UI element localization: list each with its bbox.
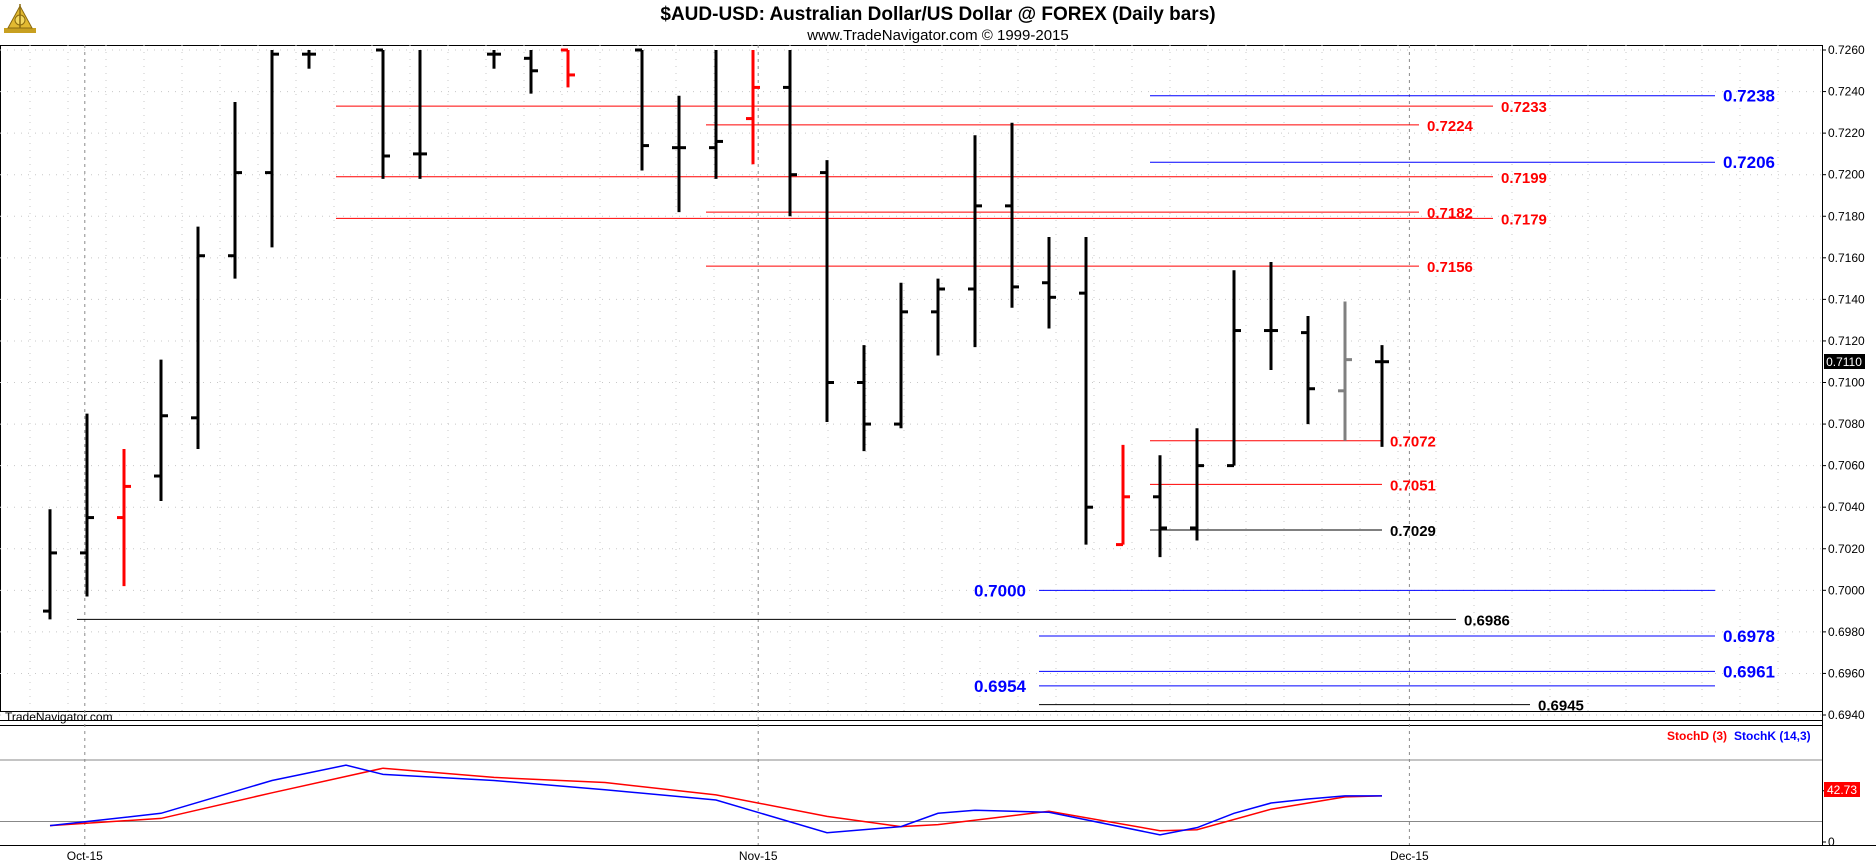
y-tick-label: 0.7060 bbox=[1828, 459, 1865, 473]
stochastic-panel: 500 bbox=[0, 759, 1842, 849]
grid bbox=[0, 45, 1822, 845]
chart-title: $AUD-USD: Australian Dollar/US Dollar @ … bbox=[660, 4, 1215, 25]
y-tick-label: 0.7160 bbox=[1828, 251, 1865, 265]
last-stoch-label: 42.73 bbox=[1827, 783, 1857, 797]
level-label: 0.7224 bbox=[1427, 118, 1474, 135]
y-tick-label: 0.6940 bbox=[1828, 708, 1865, 722]
y-tick-label: 0.7140 bbox=[1828, 292, 1865, 306]
level-label: 0.7179 bbox=[1501, 211, 1547, 228]
x-tick-label: Dec-15 bbox=[1390, 849, 1429, 863]
level-label: 0.6978 bbox=[1723, 627, 1775, 646]
y-tick-label: 0.7180 bbox=[1828, 209, 1865, 223]
level-label: 0.7199 bbox=[1501, 170, 1547, 187]
last-stoch-tag: 42.73 bbox=[1824, 782, 1860, 797]
level-label: 0.7182 bbox=[1427, 205, 1473, 222]
x-tick-label: Oct-15 bbox=[67, 849, 103, 863]
x-tick-label: Nov-15 bbox=[739, 849, 778, 863]
y-tick-label: 0.7260 bbox=[1828, 43, 1865, 57]
y-tick-label: 0.7120 bbox=[1828, 334, 1865, 348]
y-tick-label: 0.7020 bbox=[1828, 542, 1865, 556]
y-tick-label: 0.7040 bbox=[1828, 500, 1865, 514]
last-price-tag: 0.7110 bbox=[1824, 354, 1865, 369]
level-label: 0.6961 bbox=[1723, 662, 1775, 681]
stochk-line bbox=[49, 764, 1382, 836]
y-tick-label: 0.7220 bbox=[1828, 126, 1865, 140]
stochd-line bbox=[49, 767, 1383, 832]
level-label: 0.6954 bbox=[974, 677, 1027, 696]
y-tick-label: 0.7100 bbox=[1828, 376, 1865, 390]
level-label: 0.7238 bbox=[1723, 87, 1775, 106]
level-label: 0.7051 bbox=[1390, 477, 1436, 494]
x-axis: Oct-15 Nov-15 Dec-15 bbox=[67, 849, 1429, 863]
levels-layer: 0.7238 0.7233 0.7224 0.7206 0.7199 0.7182 0.71… bbox=[77, 87, 1775, 715]
y-tick-label: 0.7080 bbox=[1828, 417, 1865, 431]
level-label: 0.7233 bbox=[1501, 99, 1547, 116]
last-price-label: 0.7110 bbox=[1826, 355, 1862, 369]
level-label: 0.7072 bbox=[1390, 434, 1436, 451]
watermark: TradeNavigator.com bbox=[5, 710, 113, 724]
legend-stochd: StochD (3) bbox=[1667, 729, 1727, 743]
level-label: 0.7156 bbox=[1427, 259, 1473, 276]
level-label: 0.6986 bbox=[1464, 612, 1510, 629]
y-tick-label: 0.7000 bbox=[1828, 583, 1865, 597]
level-label: 0.7029 bbox=[1390, 523, 1436, 540]
chart-subtitle: www.TradeNavigator.com © 1999-2015 bbox=[806, 27, 1068, 44]
y-tick-label: 0.6960 bbox=[1828, 666, 1865, 680]
level-label: 0.6945 bbox=[1538, 698, 1584, 715]
bars-layer bbox=[43, 48, 1389, 620]
stoch-y-tick-label: 0 bbox=[1828, 835, 1835, 849]
level-label: 0.7206 bbox=[1723, 153, 1775, 172]
y-tick-label: 0.7240 bbox=[1828, 85, 1865, 99]
y-tick-label: 0.6980 bbox=[1828, 625, 1865, 639]
logo-icon bbox=[4, 4, 36, 33]
plot-frame bbox=[0, 45, 1823, 712]
y-tick-label: 0.7200 bbox=[1828, 168, 1865, 182]
legend-stochk: StochK (14,3) bbox=[1734, 729, 1811, 743]
level-label: 0.7000 bbox=[974, 581, 1026, 600]
y-axis: 0.7260 0.7240 0.7220 0.7200 0.7180 0.7160 0.71… bbox=[1822, 43, 1865, 722]
